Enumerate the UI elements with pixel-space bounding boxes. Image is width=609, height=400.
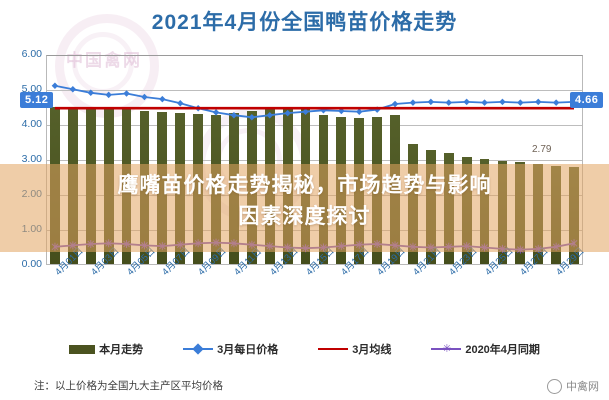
overlay-banner [0,164,609,252]
grid-line [46,125,583,126]
overlay-headline: 鹰嘴苗价格走势揭秘，市场趋势与影响 因素深度探讨 [0,170,609,232]
legend-item[interactable]: 3月均线 [318,341,391,357]
data-point-marker [212,109,220,116]
end-value-badge: 4.66 [570,92,604,108]
grid-line [46,160,583,161]
y-tick-label: 0.00 [21,258,42,270]
x-axis-ticks: 4月01日 4月03日 4月05日 4月07日 4月09日 4月11日 4月13日 4月15日… [46,245,587,328]
legend-swatch-line-icon: ✳ [431,343,462,355]
brand-mark: 中禽网 [547,378,599,394]
brand-name: 中禽网 [566,381,599,393]
legend-line-icon [431,348,462,350]
bar-end-label: 2.79 [532,144,552,155]
wechat-icon [547,378,562,394]
legend-swatch-line-icon [318,344,349,354]
start-value-badge: 5.12 [20,92,54,108]
legend-item[interactable]: 3月每日价格 [183,341,278,357]
legend-swatch-line-icon [183,343,214,355]
data-point-marker [87,89,95,97]
footer-note: 注：以上价格为全国九大主产区平均价格 [34,380,223,392]
overlay-headline-line1: 鹰嘴苗价格走势揭秘，市场趋势与影响 [117,174,492,197]
legend: 本月走势 3月每日价格 3月均线 ✳ 2020年4月同期 [0,339,609,359]
data-point-marker [105,91,112,99]
legend-item-label: 2020年4月同期 [465,344,540,356]
legend-swatch-bar-icon [69,344,96,354]
data-point-marker [266,111,274,119]
data-point-marker [69,86,77,93]
legend-star-marker-icon: ✳ [442,343,452,355]
y-tick-label: 6.00 [21,48,42,60]
legend-item[interactable]: 本月走势 [69,341,143,357]
legend-item-label: 本月走势 [99,344,144,356]
grid-line [46,90,583,91]
legend-item[interactable]: ✳ 2020年4月同期 [431,341,540,357]
overlay-headline-line2: 因素深度探讨 [238,205,371,228]
data-point-marker [230,111,238,119]
plot-border [46,55,583,265]
legend-diamond-marker-icon [192,343,204,355]
legend-item-label: 3月均线 [352,344,392,356]
y-tick-label: 3.00 [21,153,42,165]
y-tick-label: 4.00 [21,118,42,130]
legend-line-icon [318,348,349,350]
legend-item-label: 3月每日价格 [217,344,279,356]
data-point-marker [176,100,184,107]
data-point-marker [248,114,256,121]
page-title: 2021年4月份全国鸭苗价格走势 [151,11,458,34]
